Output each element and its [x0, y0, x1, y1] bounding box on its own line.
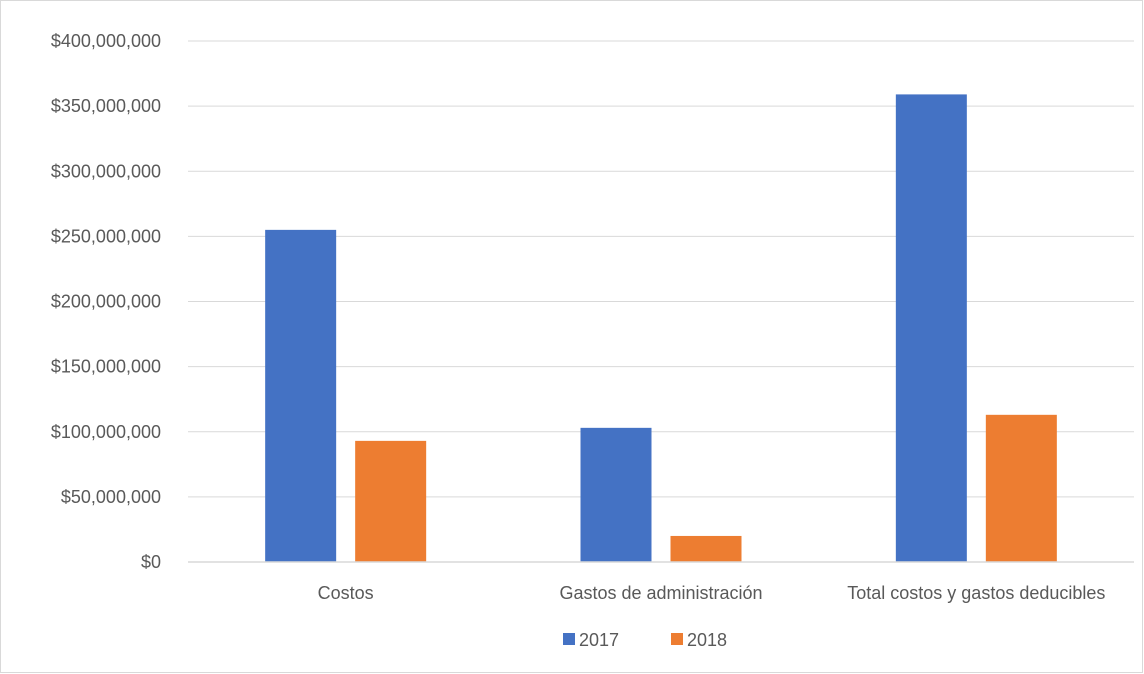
gridlines — [188, 40, 1134, 498]
y-tick-label: $150,000,000 — [51, 357, 161, 377]
bar-2017 — [580, 427, 652, 562]
bar-2018 — [985, 414, 1057, 562]
x-category-label: Total costos y gastos deducibles — [847, 583, 1105, 603]
legend-label-2018: 2018 — [687, 630, 727, 650]
x-category-label: Costos — [318, 583, 374, 603]
bars — [265, 94, 1057, 563]
y-tick-label: $250,000,000 — [51, 226, 161, 246]
y-tick-label: $50,000,000 — [61, 487, 161, 507]
y-tick-label: $200,000,000 — [51, 292, 161, 312]
y-tick-label: $400,000,000 — [51, 31, 161, 51]
legend-swatch-2017 — [563, 633, 575, 645]
bar-2017 — [895, 94, 967, 562]
legend: 2017 2018 — [563, 630, 727, 650]
legend-swatch-2018 — [671, 633, 683, 645]
legend-label-2017: 2017 — [579, 630, 619, 650]
bar-2018 — [670, 535, 742, 562]
x-axis-category-labels: Costos Gastos de administración Total cost… — [318, 583, 1106, 603]
bar-2018 — [355, 440, 427, 562]
y-tick-label: $100,000,000 — [51, 422, 161, 442]
y-tick-label: $300,000,000 — [51, 161, 161, 181]
bar-2017 — [265, 229, 337, 563]
x-category-label: Gastos de administración — [559, 583, 762, 603]
y-tick-label: $350,000,000 — [51, 96, 161, 116]
y-tick-label: $0 — [141, 552, 161, 572]
y-axis-tick-labels: $0 $50,000,000 $100,000,000 $150,000,000 $20… — [51, 31, 161, 572]
